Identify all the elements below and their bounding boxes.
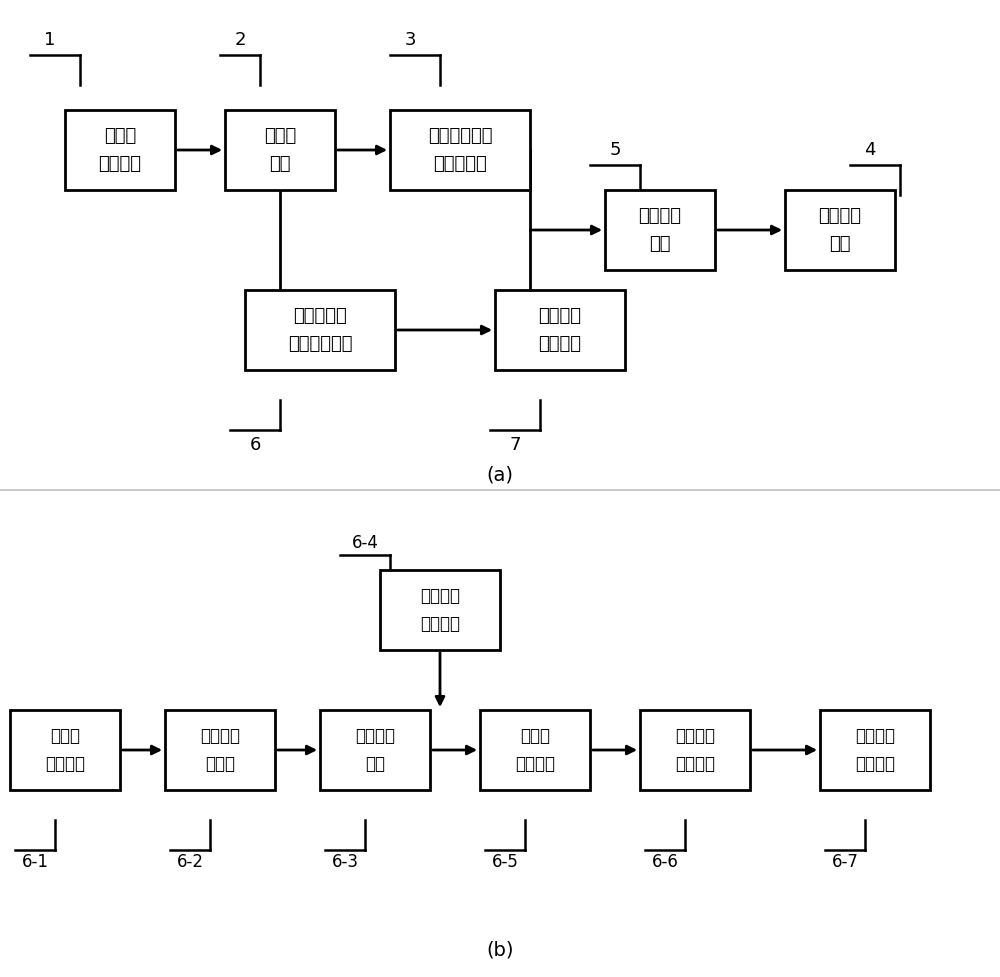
Text: 微波信号产生: 微波信号产生 xyxy=(428,127,492,145)
Text: 6-4: 6-4 xyxy=(352,534,378,552)
Text: 滤波模块: 滤波模块 xyxy=(675,755,715,774)
Text: 6-5: 6-5 xyxy=(492,853,518,871)
Text: 输出模块: 输出模块 xyxy=(855,755,895,774)
Text: 4: 4 xyxy=(864,141,876,159)
Text: 电光调制: 电光调制 xyxy=(355,727,395,744)
Text: 2: 2 xyxy=(234,31,246,49)
Bar xyxy=(820,710,930,790)
Text: 光信号: 光信号 xyxy=(50,727,80,744)
Text: 处理模块: 处理模块 xyxy=(538,335,582,354)
Text: 6-2: 6-2 xyxy=(176,853,204,871)
Text: 产生模块: 产生模块 xyxy=(98,155,142,173)
Bar xyxy=(245,290,395,370)
Bar xyxy=(65,110,175,190)
Text: 模块: 模块 xyxy=(649,235,671,253)
Text: 6: 6 xyxy=(249,436,261,454)
Text: 微波信号: 微波信号 xyxy=(855,727,895,744)
Text: 数字信号: 数字信号 xyxy=(538,307,582,324)
Text: 7: 7 xyxy=(509,436,521,454)
Text: 6-6: 6-6 xyxy=(652,853,678,871)
Text: 接收光: 接收光 xyxy=(520,727,550,744)
Bar xyxy=(390,110,530,190)
Text: 输入模块: 输入模块 xyxy=(45,755,85,774)
Text: 1: 1 xyxy=(44,31,56,49)
Text: 探测模块: 探测模块 xyxy=(515,755,555,774)
Text: 微波放大: 微波放大 xyxy=(639,206,682,225)
Text: 时模块: 时模块 xyxy=(205,755,235,774)
Text: 输入模块: 输入模块 xyxy=(420,616,460,633)
Text: 微波低通: 微波低通 xyxy=(675,727,715,744)
Bar xyxy=(605,190,715,270)
Text: 可控光延: 可控光延 xyxy=(200,727,240,744)
Text: (b): (b) xyxy=(486,941,514,959)
Bar xyxy=(480,710,590,790)
Bar xyxy=(640,710,750,790)
Text: 6-1: 6-1 xyxy=(22,853,48,871)
Bar xyxy=(165,710,275,790)
Text: 接收电光模块: 接收电光模块 xyxy=(288,335,352,354)
Text: 微波接收: 微波接收 xyxy=(818,206,862,225)
Text: 模块: 模块 xyxy=(365,755,385,774)
Text: 模块: 模块 xyxy=(269,155,291,173)
Text: 3: 3 xyxy=(404,31,416,49)
Text: 6-3: 6-3 xyxy=(332,853,358,871)
Bar xyxy=(225,110,335,190)
Bar xyxy=(785,190,895,270)
Text: 光功分: 光功分 xyxy=(264,127,296,145)
Text: 模块: 模块 xyxy=(829,235,851,253)
Text: 互相关实时: 互相关实时 xyxy=(293,307,347,324)
Text: 微波信号: 微波信号 xyxy=(420,586,460,605)
Text: (a): (a) xyxy=(486,465,514,485)
Text: 光信号: 光信号 xyxy=(104,127,136,145)
Text: 和发射模块: 和发射模块 xyxy=(433,155,487,173)
Text: 6-7: 6-7 xyxy=(832,853,858,871)
Bar xyxy=(10,710,120,790)
Bar xyxy=(320,710,430,790)
Text: 5: 5 xyxy=(609,141,621,159)
Bar xyxy=(380,570,500,650)
Bar xyxy=(495,290,625,370)
